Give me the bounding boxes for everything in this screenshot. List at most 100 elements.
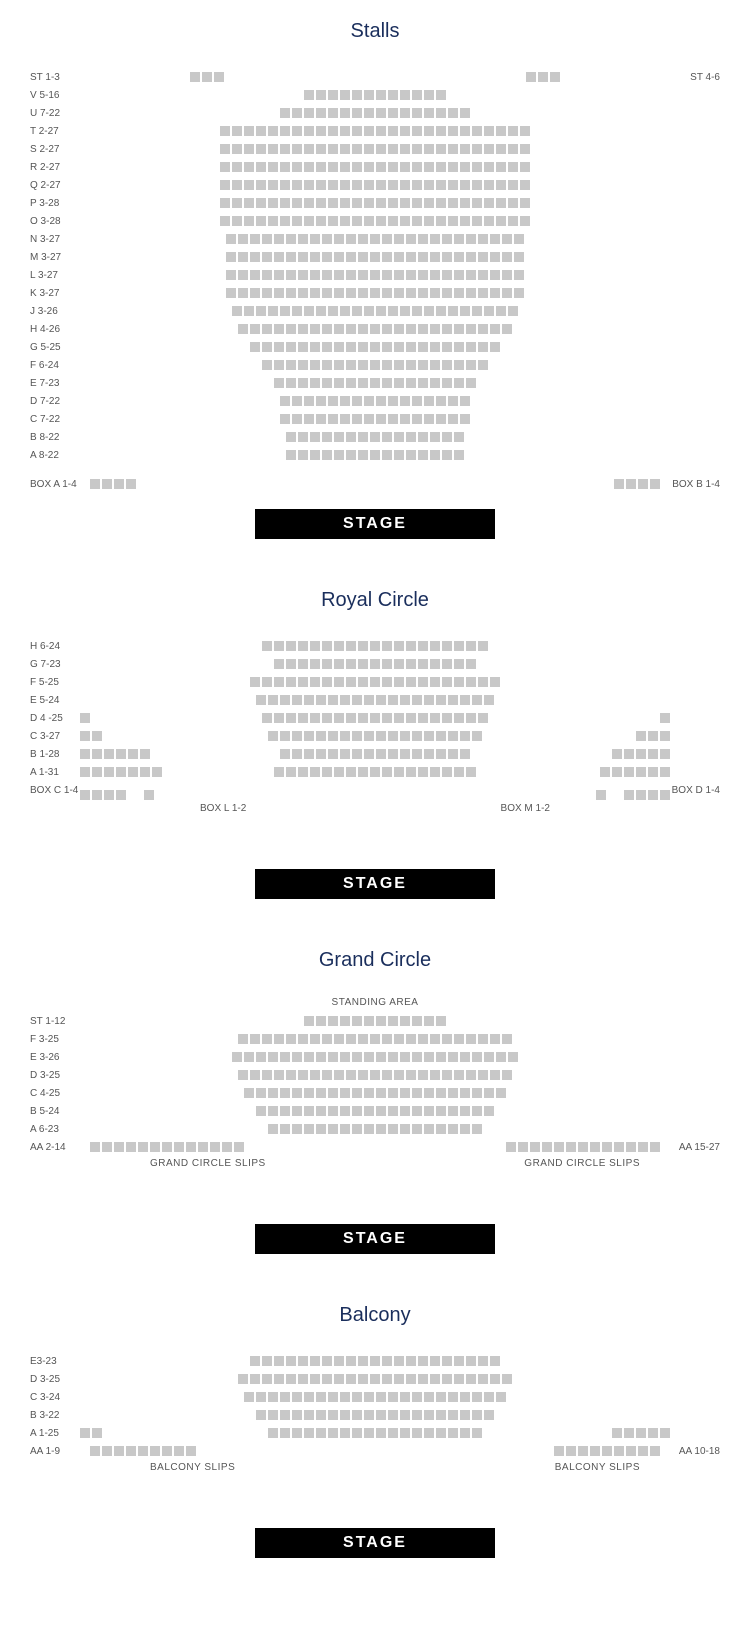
seat[interactable] [406, 360, 416, 370]
seat[interactable] [520, 126, 530, 136]
seat[interactable] [286, 324, 296, 334]
seat[interactable] [424, 1106, 434, 1116]
seat[interactable] [364, 1052, 374, 1062]
seat[interactable] [220, 144, 230, 154]
seat[interactable] [454, 324, 464, 334]
seat[interactable] [412, 695, 422, 705]
seat[interactable] [316, 1016, 326, 1026]
seat[interactable] [448, 1428, 458, 1438]
seat[interactable] [340, 198, 350, 208]
seat[interactable] [412, 180, 422, 190]
seat[interactable] [340, 695, 350, 705]
seat[interactable] [250, 288, 260, 298]
seat[interactable] [472, 1428, 482, 1438]
seat[interactable] [352, 695, 362, 705]
seat[interactable] [244, 180, 254, 190]
seat[interactable] [578, 1446, 588, 1456]
seat[interactable] [460, 695, 470, 705]
seat[interactable] [220, 180, 230, 190]
seat[interactable] [648, 767, 658, 777]
seat[interactable] [274, 270, 284, 280]
seat[interactable] [484, 1392, 494, 1402]
seat[interactable] [322, 378, 332, 388]
seat[interactable] [346, 324, 356, 334]
seat[interactable] [478, 1070, 488, 1080]
seat[interactable] [430, 1356, 440, 1366]
seat[interactable] [370, 1034, 380, 1044]
seat[interactable] [292, 731, 302, 741]
seat[interactable] [262, 252, 272, 262]
seat[interactable] [262, 641, 272, 651]
seat[interactable] [648, 1428, 658, 1438]
seat[interactable] [624, 1428, 634, 1438]
seat[interactable] [114, 1446, 124, 1456]
seat[interactable] [346, 378, 356, 388]
seat[interactable] [250, 234, 260, 244]
seat[interactable] [286, 450, 296, 460]
seat[interactable] [138, 1142, 148, 1152]
seat[interactable] [304, 108, 314, 118]
seat[interactable] [454, 360, 464, 370]
seat[interactable] [358, 659, 368, 669]
seat[interactable] [328, 216, 338, 226]
seat[interactable] [454, 1070, 464, 1080]
seat[interactable] [442, 342, 452, 352]
seat[interactable] [442, 324, 452, 334]
seat[interactable] [286, 288, 296, 298]
seat[interactable] [442, 1070, 452, 1080]
seat[interactable] [232, 126, 242, 136]
seat[interactable] [460, 1428, 470, 1438]
seat[interactable] [508, 306, 518, 316]
seat[interactable] [92, 1428, 102, 1438]
seat[interactable] [454, 659, 464, 669]
seat[interactable] [304, 1052, 314, 1062]
seat[interactable] [520, 144, 530, 154]
seat[interactable] [626, 1142, 636, 1152]
seat[interactable] [238, 1070, 248, 1080]
seat[interactable] [418, 324, 428, 334]
seat[interactable] [250, 1374, 260, 1384]
seat[interactable] [376, 1052, 386, 1062]
seat[interactable] [128, 767, 138, 777]
seat[interactable] [358, 360, 368, 370]
seat[interactable] [388, 1088, 398, 1098]
seat[interactable] [430, 677, 440, 687]
seat[interactable] [310, 1034, 320, 1044]
seat[interactable] [334, 1356, 344, 1366]
seat[interactable] [460, 108, 470, 118]
seat[interactable] [418, 342, 428, 352]
seat[interactable] [256, 1088, 266, 1098]
seat[interactable] [660, 767, 670, 777]
seat[interactable] [388, 396, 398, 406]
seat[interactable] [388, 749, 398, 759]
seat[interactable] [660, 1428, 670, 1438]
seat[interactable] [400, 396, 410, 406]
seat[interactable] [636, 749, 646, 759]
seat[interactable] [460, 414, 470, 424]
seat[interactable] [334, 767, 344, 777]
seat[interactable] [518, 1142, 528, 1152]
seat[interactable] [412, 1016, 422, 1026]
seat[interactable] [262, 324, 272, 334]
seat[interactable] [352, 126, 362, 136]
seat[interactable] [104, 790, 114, 800]
seat[interactable] [370, 1356, 380, 1366]
seat[interactable] [418, 234, 428, 244]
seat[interactable] [364, 1088, 374, 1098]
seat[interactable] [400, 414, 410, 424]
seat[interactable] [400, 695, 410, 705]
seat[interactable] [650, 1142, 660, 1152]
seat[interactable] [376, 216, 386, 226]
seat[interactable] [388, 1106, 398, 1116]
seat[interactable] [388, 306, 398, 316]
seat[interactable] [448, 198, 458, 208]
seat[interactable] [274, 641, 284, 651]
seat[interactable] [280, 144, 290, 154]
seat[interactable] [388, 90, 398, 100]
seat[interactable] [424, 695, 434, 705]
seat[interactable] [232, 180, 242, 190]
seat[interactable] [304, 126, 314, 136]
seat[interactable] [400, 108, 410, 118]
seat[interactable] [382, 378, 392, 388]
seat[interactable] [600, 767, 610, 777]
